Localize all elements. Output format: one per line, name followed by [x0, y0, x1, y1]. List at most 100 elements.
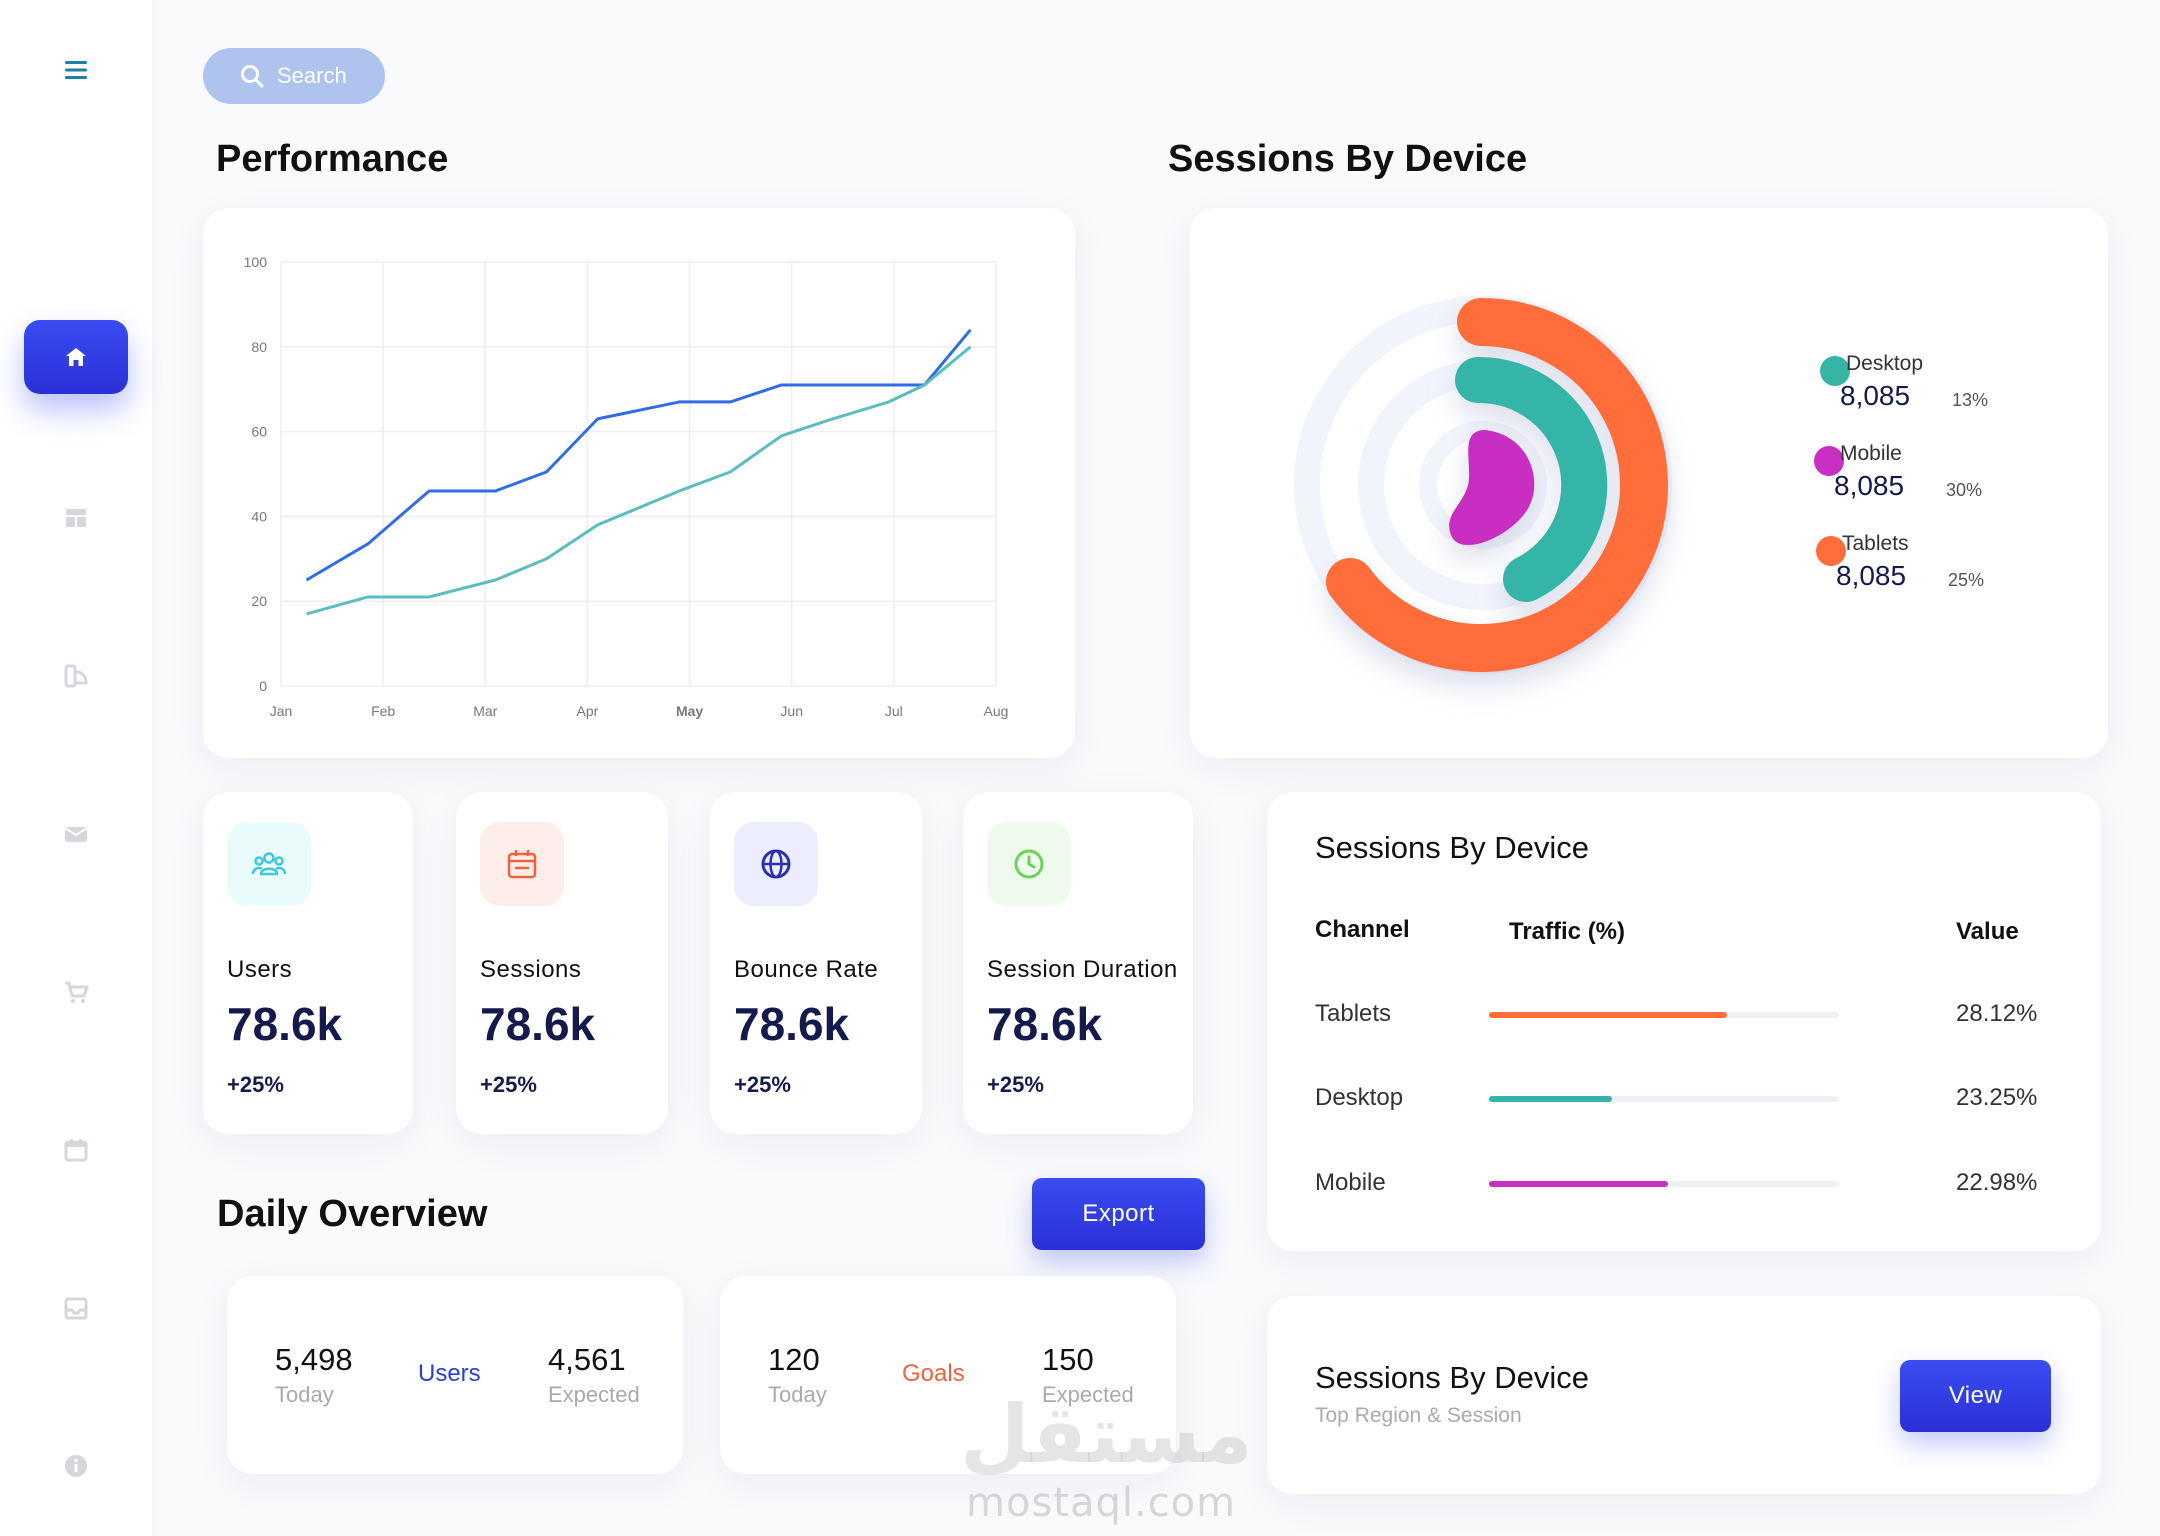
chart-icon [64, 664, 88, 688]
ring-mobile [1449, 430, 1535, 546]
x-tick-label: Jan [270, 703, 293, 719]
sidebar-item-cart[interactable] [0, 964, 152, 1020]
traffic-bar [1489, 1096, 1839, 1102]
x-tick-label: Feb [371, 703, 395, 719]
ring-desktop [1455, 356, 1608, 602]
calendar-icon [480, 822, 564, 906]
metric-name: Users [418, 1360, 481, 1387]
sidebar [0, 0, 152, 1536]
home-icon [66, 348, 86, 366]
stat-card-session-duration[interactable]: Session Duration 78.6k +25% [963, 792, 1193, 1134]
legend-name: Tablets [1842, 532, 1909, 555]
stat-card-bounce-rate[interactable]: Bounce Rate 78.6k +25% [710, 792, 922, 1134]
y-tick-label: 80 [251, 339, 267, 355]
expected-label: Expected [1042, 1382, 1134, 1407]
traffic-bar-fill [1489, 1012, 1727, 1018]
cart-icon [65, 981, 89, 1003]
sidebar-item-inbox[interactable] [0, 1280, 152, 1336]
x-tick-label: Jul [885, 703, 903, 719]
legend-name: Mobile [1840, 442, 1902, 465]
traffic-bar-fill [1489, 1181, 1668, 1187]
stat-value: 78.6k [480, 998, 596, 1050]
sidebar-item-calendar[interactable] [0, 1122, 152, 1178]
stat-change: +25% [480, 1072, 537, 1097]
calendar-icon [64, 1139, 88, 1162]
stat-label: Sessions [480, 956, 582, 983]
performance-chart: Jan Feb Mar Apr May Jun Jul Aug 0 20 40 60 80 100 [244, 254, 1009, 719]
legend-pct: 30% [1946, 480, 1983, 500]
mail-icon [64, 827, 88, 842]
legend-pct: 25% [1948, 570, 1985, 590]
users-icon [227, 822, 311, 906]
globe-icon [734, 822, 818, 906]
sidebar-item-mail[interactable] [0, 806, 152, 862]
traffic-bar [1489, 1012, 1839, 1018]
info-icon [65, 1455, 87, 1477]
performance-card: Jan Feb Mar Apr May Jun Jul Aug 0 20 40 60 80 100 [203, 208, 1075, 758]
device-rings-chart [1294, 296, 1672, 674]
channel-table-card: Sessions By Device Channel Traffic (%) V… [1267, 792, 2101, 1251]
legend-name: Desktop [1846, 352, 1924, 375]
performance-title: Performance [216, 138, 449, 180]
series-line-1 [305, 328, 972, 582]
stat-label: Bounce Rate [734, 956, 879, 983]
inbox-icon [64, 1297, 88, 1320]
stat-change: +25% [987, 1072, 1044, 1097]
search-button[interactable]: Search [203, 48, 385, 104]
y-tick-label: 40 [251, 508, 267, 524]
stat-value: 78.6k [734, 998, 850, 1050]
channel-name: Tablets [1315, 1000, 1392, 1027]
sessions-device-title: Sessions By Device [1168, 138, 1528, 180]
export-button[interactable]: Export [1032, 1178, 1205, 1250]
legend-dot-desktop [1820, 356, 1850, 386]
channel-table-title: Sessions By Device [1315, 830, 1589, 865]
stat-change: +25% [734, 1072, 791, 1097]
expected-label: Expected [548, 1382, 640, 1407]
search-label: Search [277, 63, 347, 88]
x-tick-label: May [676, 703, 703, 719]
region-card: Sessions By Device Top Region & Session … [1267, 1296, 2101, 1494]
expected-value: 4,561 [548, 1342, 626, 1377]
ring-tablets [1326, 298, 1668, 672]
stat-value: 78.6k [987, 998, 1103, 1050]
sidebar-item-reports[interactable] [0, 648, 152, 704]
x-tick-label: Apr [577, 703, 599, 719]
traffic-bar-fill [1489, 1096, 1612, 1102]
stat-card-sessions[interactable]: Sessions 78.6k +25% [456, 792, 668, 1134]
y-tick-label: 20 [251, 593, 267, 609]
watermark-text: mostaql.com [966, 1480, 1237, 1526]
header-traffic: Traffic (%) [1509, 918, 1626, 945]
today-label: Today [275, 1382, 334, 1407]
legend-dot-tablets [1816, 536, 1846, 566]
metric-name: Goals [902, 1360, 965, 1387]
daily-card: 120 Today Goals 150 Expected [720, 1276, 1176, 1474]
traffic-bar [1489, 1181, 1839, 1187]
today-value: 120 [768, 1342, 820, 1377]
hamburger-icon[interactable] [0, 42, 152, 98]
stat-label: Session Duration [987, 956, 1178, 983]
legend-pct: 13% [1952, 390, 1989, 410]
view-button[interactable]: View [1900, 1360, 2051, 1432]
series-line-2 [306, 345, 972, 616]
watermark-logo: مستقل [960, 1388, 1253, 1481]
region-card-subtitle: Top Region & Session [1315, 1404, 1522, 1427]
y-tick-label: 100 [244, 254, 268, 270]
sidebar-item-info[interactable] [0, 1438, 152, 1494]
stat-card-users[interactable]: Users 78.6k +25% [203, 792, 413, 1134]
channel-name: Desktop [1315, 1084, 1404, 1111]
y-tick-label: 0 [259, 678, 267, 694]
channel-value: 23.25% [1956, 1084, 2038, 1111]
clock-icon [987, 822, 1071, 906]
sessions-device-card: Desktop 8,085 13% Mobile 8,085 30% Tablets 8,08… [1190, 208, 2108, 758]
expected-value: 150 [1042, 1342, 1094, 1377]
sidebar-item-dashboard[interactable] [0, 490, 152, 546]
daily-card: 5,498 Today Users 4,561 Expected [227, 1276, 683, 1474]
header-value: Value [1956, 918, 2019, 945]
legend-dot-mobile [1814, 446, 1844, 476]
stat-label: Users [227, 956, 293, 983]
channel-name: Mobile [1315, 1169, 1386, 1196]
channel-value: 22.98% [1956, 1169, 2038, 1196]
channel-value: 28.12% [1956, 1000, 2038, 1027]
sidebar-item-home[interactable] [24, 320, 128, 394]
today-value: 5,498 [275, 1342, 353, 1377]
